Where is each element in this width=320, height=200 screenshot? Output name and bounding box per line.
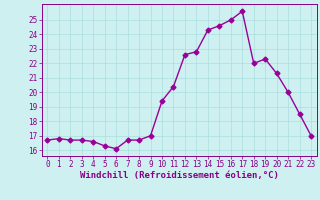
X-axis label: Windchill (Refroidissement éolien,°C): Windchill (Refroidissement éolien,°C) [80, 171, 279, 180]
